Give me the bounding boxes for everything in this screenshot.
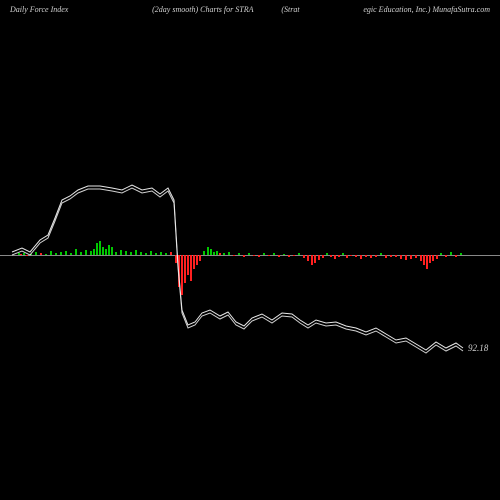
force-index-chart: 92.18: [0, 0, 500, 500]
price-label: 92.18: [468, 343, 488, 353]
price-lines: [0, 0, 500, 500]
